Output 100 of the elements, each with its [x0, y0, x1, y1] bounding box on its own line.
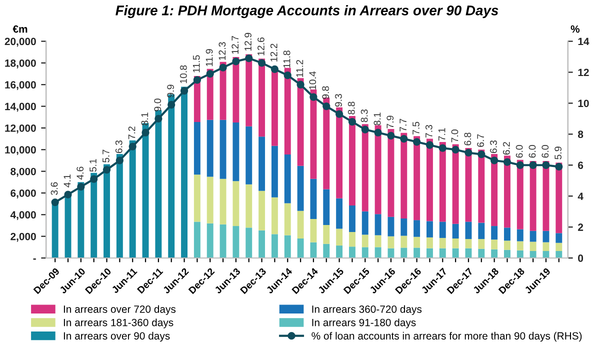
data-label: 8.3 [360, 109, 368, 122]
data-label: 7.9 [386, 116, 394, 128]
bar [516, 250, 524, 258]
bar [323, 244, 330, 258]
legend-label: In arrears over 720 days [64, 305, 176, 315]
data-label: 9.3 [335, 94, 342, 107]
bar [504, 156, 510, 228]
y2-tick-label: 2 [578, 224, 584, 231]
bar [258, 136, 266, 191]
bar [336, 107, 343, 198]
y-tick-label: - [33, 258, 36, 260]
bar [465, 148, 472, 222]
y2-tick-label: 8 [578, 130, 584, 138]
data-label: 8.8 [348, 102, 355, 114]
bar [297, 238, 304, 258]
bar [362, 124, 368, 212]
point [335, 110, 344, 118]
bar [374, 235, 382, 248]
data-label: 12.6 [258, 38, 264, 56]
data-label: 8.1 [374, 112, 381, 126]
data-label: 6.3 [490, 140, 497, 154]
bar [220, 224, 226, 258]
bar [439, 222, 446, 238]
point [490, 156, 498, 164]
data-label: 9.9 [167, 84, 174, 98]
point [154, 114, 162, 122]
data-label: 4.6 [76, 166, 84, 180]
data-label: 6.8 [464, 132, 472, 146]
bar [516, 160, 524, 230]
bar [439, 142, 446, 222]
bar [362, 247, 368, 258]
bar [426, 138, 433, 222]
data-label: 11.8 [283, 50, 290, 68]
bar [478, 150, 485, 223]
point [438, 144, 446, 152]
bar [284, 154, 291, 204]
bar [530, 161, 536, 231]
y2-tick-label: 0 [578, 254, 584, 262]
data-label: 7.0 [451, 130, 458, 142]
bar [310, 242, 317, 258]
y2-tick-label: 12 [578, 68, 589, 76]
bar [504, 240, 510, 250]
bar [504, 228, 510, 241]
bar [530, 242, 536, 251]
y-tick-label: 10,000 [5, 146, 36, 156]
point [322, 102, 330, 110]
point [180, 86, 188, 95]
point [206, 70, 214, 78]
data-label: 12.9 [244, 32, 252, 51]
bar [426, 248, 433, 258]
bar [310, 90, 317, 179]
bar [400, 248, 408, 258]
data-label: 6.0 [528, 145, 536, 158]
data-label: 6.7 [477, 134, 484, 147]
bar [374, 125, 382, 214]
bar [556, 242, 562, 251]
legend-label: % of loan accounts in arrears for more than 90 days (RHS) [312, 332, 582, 342]
bar [516, 229, 524, 242]
bar [414, 236, 420, 248]
bar [478, 239, 485, 249]
data-label: 7.3 [425, 124, 432, 138]
bar [323, 189, 330, 225]
bar [284, 203, 291, 236]
bar [530, 250, 536, 258]
point [361, 126, 369, 134]
bar [491, 154, 498, 226]
bar [388, 248, 394, 258]
bar [400, 218, 408, 236]
point [374, 128, 382, 136]
point [51, 198, 59, 206]
bar [284, 235, 291, 258]
bar [181, 86, 188, 258]
bar [491, 249, 498, 258]
bar [414, 248, 420, 258]
bar [310, 218, 317, 242]
bar [516, 241, 524, 250]
point [102, 166, 111, 174]
data-label: 6.0 [516, 145, 523, 158]
data-label: 4.1 [64, 174, 71, 188]
legend-label: In arrears 181-360 days [64, 318, 174, 328]
point [478, 150, 486, 158]
data-label: 6.3 [115, 140, 122, 154]
bar [362, 234, 368, 248]
point [400, 134, 408, 143]
point [284, 72, 292, 80]
point [142, 128, 150, 136]
bar [246, 126, 252, 184]
bar [348, 116, 356, 206]
bar [426, 237, 433, 248]
bar [194, 174, 200, 222]
bar [206, 176, 214, 224]
y-tick-label: 12,000 [5, 124, 36, 134]
data-label: 7.1 [438, 128, 446, 141]
bar [542, 242, 550, 251]
bar [336, 246, 343, 258]
bar [388, 236, 394, 248]
chart-title: Figure 1: PDH Mortgage Accounts in Arrears over 90 Days [116, 5, 498, 18]
bar [78, 182, 84, 258]
bar [271, 146, 278, 198]
bar [504, 250, 510, 258]
